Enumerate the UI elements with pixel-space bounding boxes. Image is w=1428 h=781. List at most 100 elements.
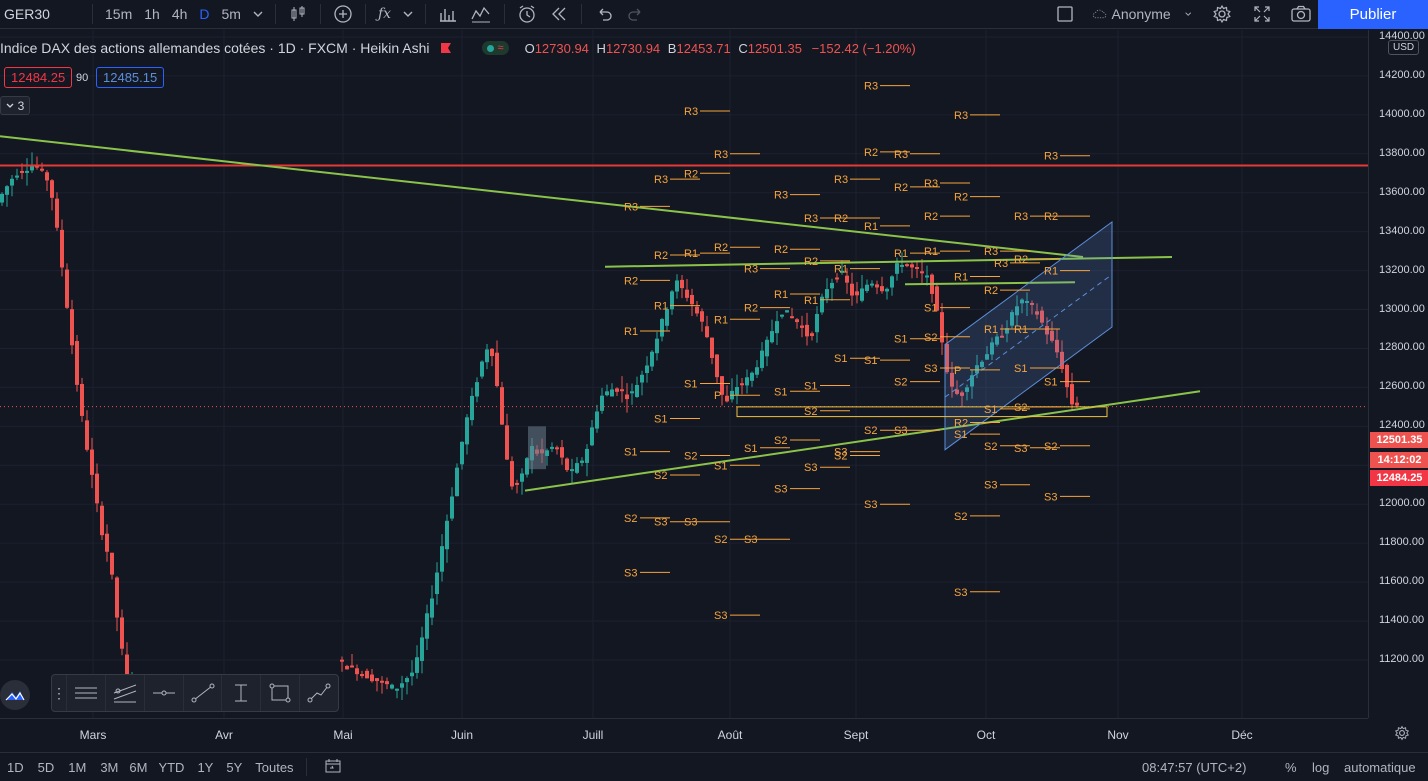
price-axis[interactable]: USD 14400.00 14200.00 14000.00 13800.00 1360… [1368,30,1428,718]
candle-body [990,342,994,355]
candle-body [475,382,479,397]
auto-scale-toggle[interactable]: automatique [1344,759,1416,775]
date-range-icon[interactable] [324,758,342,777]
time-axis[interactable]: Mars Avr Mai Juin Juill Août Sept Oct Nov Déc [0,718,1410,748]
range-all[interactable]: Toutes [255,759,294,775]
buy-price-tag[interactable]: 12485.15 [96,67,165,88]
candle-body [510,461,514,487]
layout-selector[interactable]: Anonyme [1085,0,1197,29]
sell-price-tag[interactable]: 12484.25 [4,67,73,88]
indicators-collapse-button[interactable]: 3 [0,96,30,115]
candle-body [950,372,954,387]
pivot-label: R3 [804,213,818,225]
publish-button[interactable]: Publier [1318,0,1428,29]
candle-body [790,316,794,319]
channel-tool-icon[interactable] [104,675,144,711]
camera-icon[interactable] [1284,0,1318,29]
range-5d[interactable]: 5D [37,759,55,775]
horizontal-ray-icon[interactable] [143,675,183,711]
horizontal-lines-icon[interactable] [66,675,105,711]
candle-body [1035,311,1039,315]
log-toggle[interactable]: log [1312,759,1330,775]
time-tick-label: Juill [582,728,604,742]
interval-d[interactable]: D [199,6,210,22]
pivot-label: S2 [924,332,937,344]
financials-icon[interactable] [432,0,464,29]
path-tool-icon[interactable] [299,675,338,711]
plus-circle-icon[interactable] [327,0,359,29]
interval-4h[interactable]: 4h [171,6,188,22]
support-zone-box [736,406,1108,418]
interval-1h[interactable]: 1h [144,6,160,22]
candle-body [685,289,689,298]
range-3m[interactable]: 3M [100,759,119,775]
candle-body [960,392,964,396]
interval-15m[interactable]: 15m [105,6,133,22]
range-ytd[interactable]: YTD [158,759,185,775]
chevron-down-icon[interactable] [397,0,419,29]
interval-5m[interactable]: 5m [221,6,241,22]
candle-body [350,665,354,668]
trend-line-icon[interactable] [182,675,222,711]
replay-icon[interactable] [543,0,575,29]
candle-body [45,172,49,181]
range-1y[interactable]: 1Y [197,759,214,775]
currency-badge[interactable]: USD [1388,40,1420,55]
candle-body [845,275,849,283]
candle-body [20,170,24,173]
flag-icon[interactable] [440,42,452,54]
candle-type-icon[interactable] [282,0,314,29]
pivot-label: S2 [864,425,877,437]
chart-canvas[interactable]: R3 R3 R2 R3 R3 R2 R1 R2 R3 R2 R1 R1 R2 R1 S1 S1 S1 S2 S2 S1… [0,30,1368,718]
candle-body [115,577,119,618]
symbol-search[interactable]: GER30 [4,6,50,22]
price-range-icon[interactable] [221,675,260,711]
undo-icon[interactable] [588,0,620,29]
alert-clock-icon[interactable] [511,0,543,29]
indicator-count: 3 [17,98,25,113]
high-label: H [596,40,606,56]
drawing-toolbar: ⋮ [51,674,339,712]
pivot-label: R1 [714,314,728,326]
indicators-icon[interactable]: ƒx [377,6,392,22]
range-6m[interactable]: 6M [129,759,148,775]
candle-body [465,417,469,445]
pivot-label: R2 [1044,211,1058,223]
candle-body [360,674,364,677]
candle-body [1055,339,1059,353]
range-5y[interactable]: 5Y [226,759,243,775]
series-legend: Indice DAX des actions allemandes cotées… [0,40,916,56]
redo-icon[interactable] [620,0,652,29]
range-1m[interactable]: 1M [68,759,87,775]
pivot-label: R1 [894,248,908,260]
candle-body [500,387,504,425]
range-1d[interactable]: 1D [7,759,24,775]
candle-body [390,684,394,689]
fullscreen-icon[interactable] [1246,0,1278,29]
candle-body [835,277,839,280]
pivot-label: R1 [864,221,878,233]
candle-body [460,441,464,465]
pivot-label: P [954,365,961,377]
percent-toggle[interactable]: % [1285,759,1297,775]
drag-handle-icon[interactable]: ⋮ [52,684,66,701]
candle-body [380,680,384,683]
series-title[interactable]: Indice DAX des actions allemandes cotées… [0,40,430,56]
candle-body [570,469,574,472]
clock-display[interactable]: 08:47:57 (UTC+2) [1142,759,1247,775]
candle-body [955,389,959,394]
pivot-label: R2 [984,285,998,297]
compare-icon[interactable] [464,0,498,29]
trend-line [904,281,1076,286]
candle-body [455,467,459,497]
gear-icon[interactable] [1206,0,1238,29]
fullscreen-toggle-icon[interactable] [1050,0,1080,29]
chevron-down-icon[interactable] [247,0,269,29]
settings-gear-icon[interactable] [1394,725,1410,744]
pivot-label: R2 [924,211,938,223]
rectangle-tool-icon[interactable] [260,675,299,711]
market-status-icon[interactable]: ≈ [481,41,509,55]
tradingview-logo-icon[interactable] [0,680,30,710]
candle-body [825,289,829,299]
